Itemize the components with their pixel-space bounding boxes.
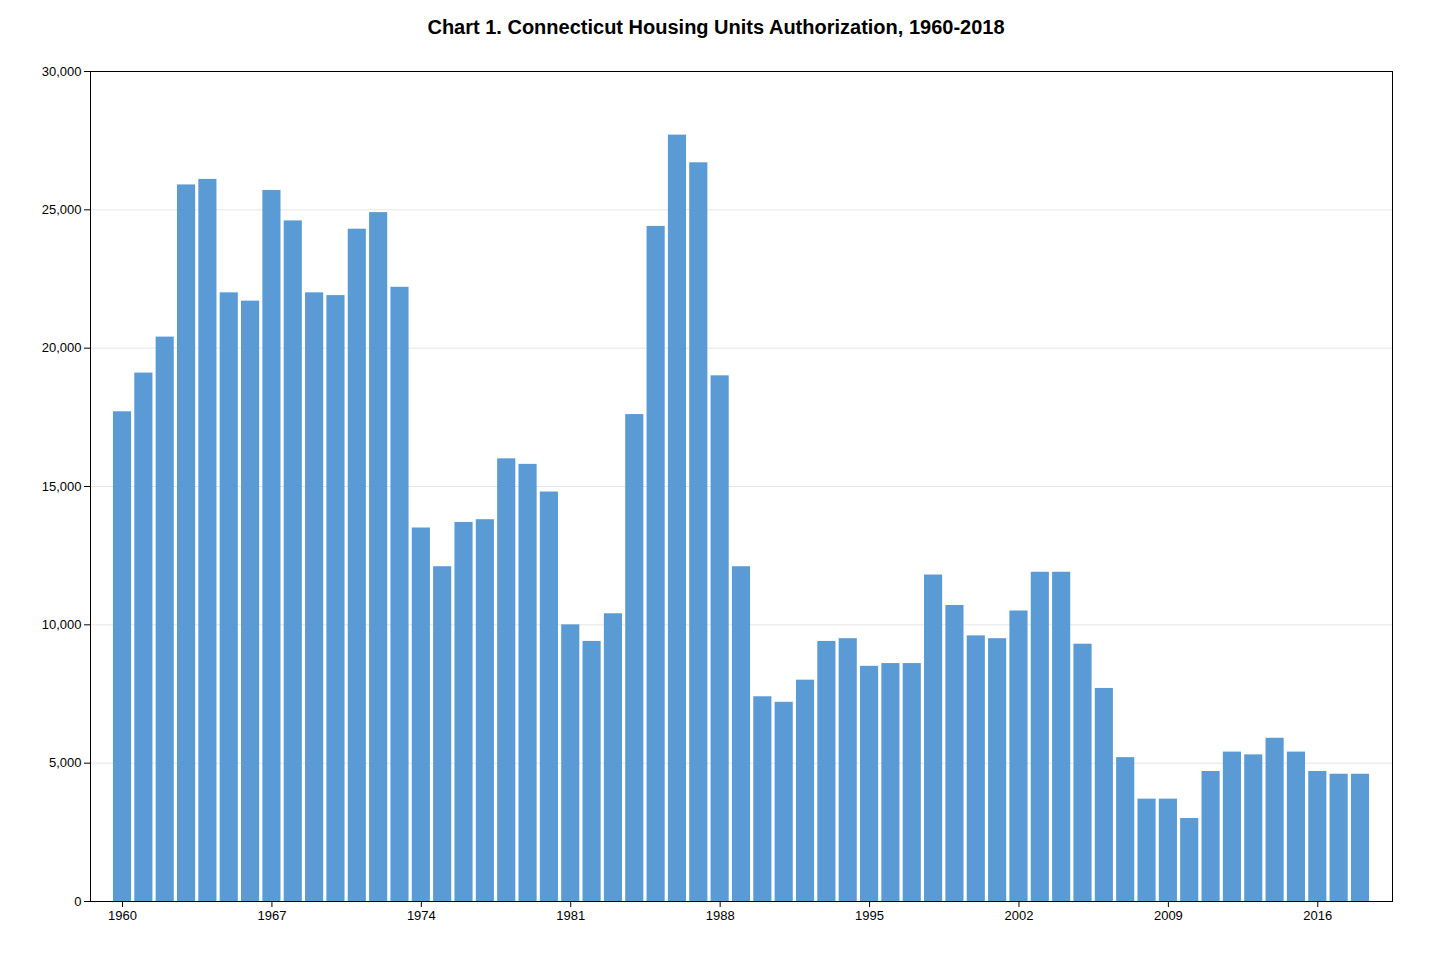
- svg-text:20,000: 20,000: [42, 340, 82, 355]
- svg-text:1981: 1981: [556, 908, 585, 923]
- svg-text:30,000: 30,000: [42, 64, 82, 79]
- svg-text:2009: 2009: [1154, 908, 1183, 923]
- svg-text:15,000: 15,000: [42, 479, 82, 494]
- html-text:Chart 1. Connecticut Housing U: Chart 1. Connecticut Housing Units Autho…: [427, 16, 1005, 38]
- svg-text:10,000: 10,000: [42, 617, 82, 632]
- svg-text:0: 0: [74, 894, 81, 909]
- svg-text:1974: 1974: [407, 908, 436, 923]
- svg-text:1995: 1995: [855, 908, 884, 923]
- svg-text:1967: 1967: [257, 908, 286, 923]
- svg-text:5,000: 5,000: [49, 755, 82, 770]
- svg-text:1988: 1988: [706, 908, 735, 923]
- svg-text:2002: 2002: [1005, 908, 1034, 923]
- svg-text:1960: 1960: [108, 908, 137, 923]
- svg-text:25,000: 25,000: [42, 202, 82, 217]
- svg-text:2016: 2016: [1303, 908, 1332, 923]
